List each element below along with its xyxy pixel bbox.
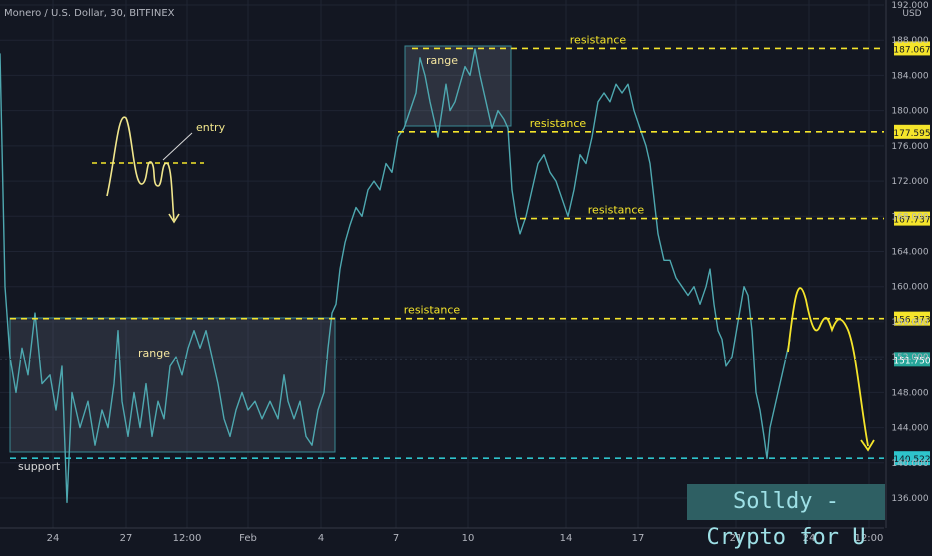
y-tick-label: 160.000: [891, 283, 928, 293]
x-tick-label: 21: [730, 533, 743, 544]
level-price-label: 177.595: [893, 129, 930, 139]
x-tick-label: 17: [632, 533, 645, 544]
symbol-title: Monero / U.S. Dollar, 30, BITFINEX: [4, 8, 175, 19]
level-price-label: 167.737: [893, 216, 930, 226]
y-axis-unit: USD: [902, 9, 921, 19]
y-tick-label: 176.000: [891, 142, 928, 152]
x-tick-label: 24: [47, 533, 60, 544]
y-tick-label: 144.000: [891, 424, 928, 434]
y-tick-label: 184.000: [891, 71, 928, 81]
last-price-label: 151.750: [893, 356, 930, 366]
support-label: support: [18, 460, 61, 473]
y-tick-label: 152.000: [891, 353, 928, 363]
level-price-tag: [894, 451, 930, 466]
y-tick-label: 188.000: [891, 36, 928, 46]
y-tick-label: 168.000: [891, 212, 928, 222]
level-price-label: 187.067: [893, 45, 930, 55]
level-price-tag: [894, 41, 930, 56]
y-tick-label: 136.000: [891, 494, 928, 504]
x-tick-label: 10: [462, 533, 475, 544]
level-price-tag: [894, 211, 930, 226]
y-tick-label: 180.000: [891, 107, 928, 117]
y-tick-label: 172.000: [891, 177, 928, 187]
range-label-top: range: [426, 54, 458, 67]
x-tick-label: 4: [318, 533, 324, 544]
resistance-label: resistance: [404, 304, 461, 317]
range-box-top: [404, 45, 512, 127]
x-tick-label: 27: [120, 533, 133, 544]
price-line: [0, 48, 791, 504]
x-tick-label: 24: [803, 533, 816, 544]
level-price-label: 156.373: [893, 316, 930, 326]
level-price-tag: [894, 311, 930, 326]
x-tick-label: 7: [393, 533, 399, 544]
y-tick-label: 164.000: [891, 248, 928, 258]
level-price-label: 140.522: [893, 455, 930, 465]
y-tick-label: 192.000: [891, 1, 928, 11]
resistance-label: resistance: [570, 33, 627, 46]
x-tick-label: Feb: [239, 533, 257, 544]
projection-path: [787, 287, 869, 447]
x-tick-label: 12:00: [855, 533, 884, 544]
resistance-label: resistance: [588, 204, 645, 217]
y-tick-label: 140.000: [891, 459, 928, 469]
watermark: Solldy - Crypto for U: [687, 484, 885, 550]
last-price-tag: [894, 352, 930, 367]
entry-label: entry: [196, 121, 226, 134]
entry-pointer: [162, 132, 193, 161]
entry-arrow-head: [168, 213, 180, 224]
x-tick-label: 12:00: [173, 533, 202, 544]
range-label-left: range: [138, 347, 170, 360]
entry-sketch-path: [106, 116, 175, 221]
level-price-tag: [894, 124, 930, 139]
resistance-label: resistance: [530, 117, 587, 130]
y-tick-label: 148.000: [891, 388, 928, 398]
x-tick-label: 14: [560, 533, 573, 544]
y-tick-label: 156.000: [891, 318, 928, 328]
projection-arrow-head: [860, 439, 875, 452]
